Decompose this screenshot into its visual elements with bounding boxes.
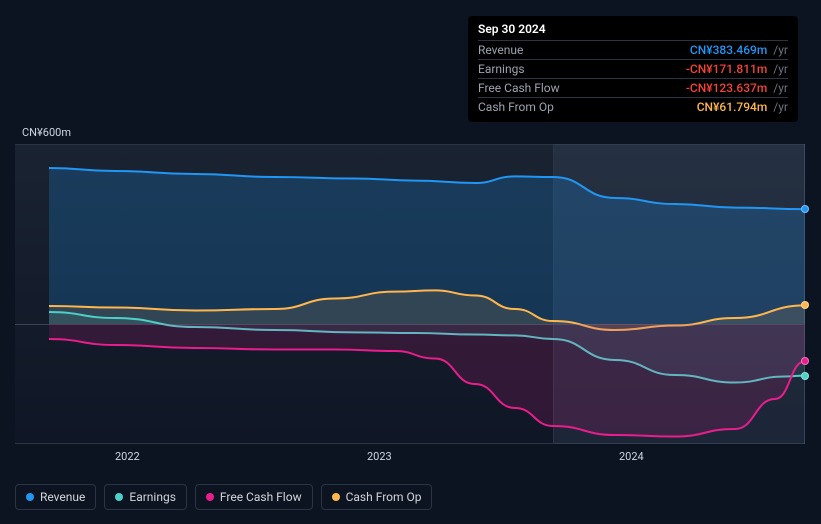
tooltip-row: Earnings-CN¥171.811m /yr: [478, 59, 788, 78]
chart-legend: Revenue Earnings Free Cash Flow Cash From O…: [15, 484, 432, 510]
tooltip-row: Free Cash Flow-CN¥123.637m /yr: [478, 78, 788, 97]
tooltip-value: CN¥383.469m: [690, 43, 767, 57]
tooltip-label: Earnings: [478, 62, 686, 76]
tooltip-date: Sep 30 2024: [478, 22, 788, 40]
tooltip-row: Cash From OpCN¥61.794m /yr: [478, 97, 788, 116]
chart-svg: [15, 144, 805, 444]
tooltip-row: RevenueCN¥383.469m /yr: [478, 40, 788, 59]
legend-item-revenue[interactable]: Revenue: [15, 484, 96, 510]
legend-label: Free Cash Flow: [220, 490, 302, 504]
x-axis-label: 2024: [619, 450, 644, 463]
tooltip-label: Revenue: [478, 43, 690, 57]
chart-tooltip: Sep 30 2024 RevenueCN¥383.469m /yrEarnin…: [468, 16, 798, 122]
tooltip-label: Cash From Op: [478, 100, 697, 114]
legend-dot: [26, 493, 34, 501]
legend-label: Revenue: [40, 490, 85, 504]
series-area-free-cash-flow: [49, 324, 805, 437]
legend-dot: [332, 493, 340, 501]
series-end-dot-revenue: [801, 205, 809, 213]
tooltip-value: -CN¥123.637m: [686, 81, 768, 95]
tooltip-unit: /yr: [770, 62, 788, 76]
legend-label: Cash From Op: [346, 490, 422, 504]
legend-dot: [115, 493, 123, 501]
legend-dot: [206, 493, 214, 501]
tooltip-unit: /yr: [770, 81, 788, 95]
series-end-dot-earnings: [801, 372, 809, 380]
legend-label: Earnings: [129, 490, 176, 504]
tooltip-value: -CN¥171.811m: [686, 62, 768, 76]
x-axis-label: 2023: [367, 450, 392, 463]
tooltip-value: CN¥61.794m: [697, 100, 768, 114]
y-axis-max-label: CN¥600m: [22, 126, 71, 139]
legend-item-cash-from-op[interactable]: Cash From Op: [321, 484, 433, 510]
series-end-dot-cash-from-op: [801, 301, 809, 309]
series-end-dot-free-cash-flow: [801, 357, 809, 365]
tooltip-label: Free Cash Flow: [478, 81, 686, 95]
legend-item-free-cash-flow[interactable]: Free Cash Flow: [195, 484, 313, 510]
legend-item-earnings[interactable]: Earnings: [104, 484, 187, 510]
tooltip-unit: /yr: [770, 43, 788, 57]
tooltip-unit: /yr: [770, 100, 788, 114]
x-axis-label: 2022: [115, 450, 140, 463]
